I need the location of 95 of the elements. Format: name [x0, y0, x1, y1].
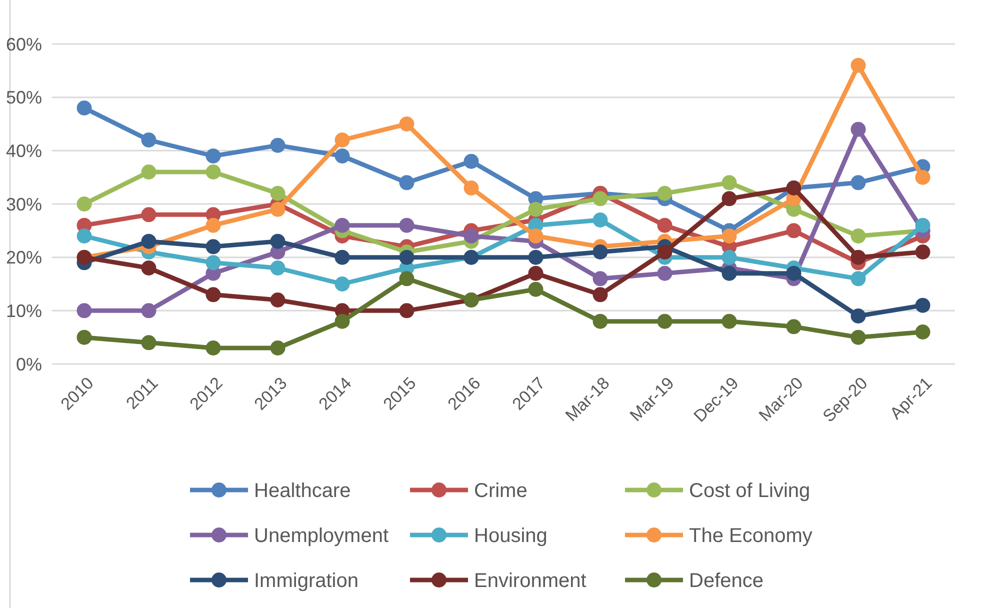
y-tick-label: 30% — [6, 194, 42, 214]
point — [592, 191, 608, 206]
point — [592, 244, 608, 260]
point — [657, 218, 672, 233]
point — [399, 303, 414, 318]
point — [786, 319, 802, 334]
point — [722, 228, 737, 244]
y-tick-label: 60% — [6, 34, 42, 54]
point — [76, 303, 92, 318]
point — [270, 340, 286, 356]
point — [722, 250, 737, 265]
point — [206, 239, 221, 254]
point — [464, 180, 479, 196]
y-tick-label: 10% — [6, 300, 42, 321]
point — [722, 191, 737, 206]
point — [850, 271, 866, 286]
point — [141, 164, 156, 180]
point — [270, 202, 286, 217]
point — [399, 116, 414, 132]
point — [722, 314, 737, 329]
point — [850, 308, 866, 324]
point — [206, 164, 221, 180]
point — [657, 244, 672, 260]
point — [464, 154, 479, 169]
point — [657, 186, 672, 201]
legend-label: Defence — [689, 570, 764, 592]
point — [592, 271, 608, 286]
point — [270, 292, 286, 308]
point — [206, 255, 221, 270]
point — [334, 250, 350, 265]
y-tick-label: 40% — [6, 140, 42, 161]
point — [270, 260, 286, 276]
point — [915, 170, 930, 185]
point — [141, 260, 156, 276]
y-tick-label: 20% — [6, 248, 42, 268]
point — [334, 276, 350, 292]
legend-label: The Economy — [689, 525, 812, 547]
legend-label: Healthcare — [254, 480, 351, 502]
point — [850, 58, 866, 73]
point — [915, 298, 930, 313]
point — [334, 132, 350, 148]
y-tick-label: 0% — [16, 354, 42, 374]
point — [76, 196, 92, 212]
point — [141, 132, 156, 148]
point — [850, 228, 866, 244]
point — [528, 266, 544, 281]
point — [850, 250, 866, 265]
point — [399, 250, 414, 265]
point — [206, 218, 221, 233]
point — [657, 266, 672, 281]
point — [915, 324, 930, 340]
point — [76, 330, 92, 345]
legend-label: Environment — [474, 570, 587, 592]
point — [850, 330, 866, 345]
legend-label: Housing — [474, 525, 548, 547]
point — [206, 287, 221, 302]
point — [528, 202, 544, 217]
point — [464, 228, 479, 244]
point — [722, 175, 737, 190]
point — [528, 228, 544, 244]
point — [399, 218, 414, 233]
point — [915, 218, 930, 233]
point — [334, 314, 350, 329]
point — [141, 303, 156, 318]
point — [334, 148, 350, 164]
point — [141, 207, 156, 222]
point — [528, 250, 544, 265]
point — [399, 271, 414, 286]
legend-label: Unemployment — [254, 525, 389, 547]
point — [786, 266, 802, 281]
legend-label: Immigration — [254, 570, 358, 592]
point — [915, 244, 930, 260]
point — [592, 287, 608, 302]
legend-label: Crime — [474, 480, 528, 502]
point — [657, 314, 672, 329]
point — [786, 223, 802, 238]
point — [334, 218, 350, 233]
point — [76, 100, 92, 116]
point — [850, 175, 866, 190]
point — [722, 266, 737, 281]
y-tick-label: 50% — [6, 88, 42, 108]
point — [592, 212, 608, 228]
legend-label: Cost of Living — [689, 480, 810, 502]
point — [850, 122, 866, 137]
point — [270, 234, 286, 249]
point — [206, 340, 221, 356]
point — [399, 175, 414, 190]
point — [528, 282, 544, 297]
point — [270, 186, 286, 201]
point — [76, 228, 92, 244]
point — [141, 335, 156, 350]
point — [206, 148, 221, 164]
point — [592, 314, 608, 329]
point — [270, 138, 286, 153]
point — [141, 234, 156, 249]
